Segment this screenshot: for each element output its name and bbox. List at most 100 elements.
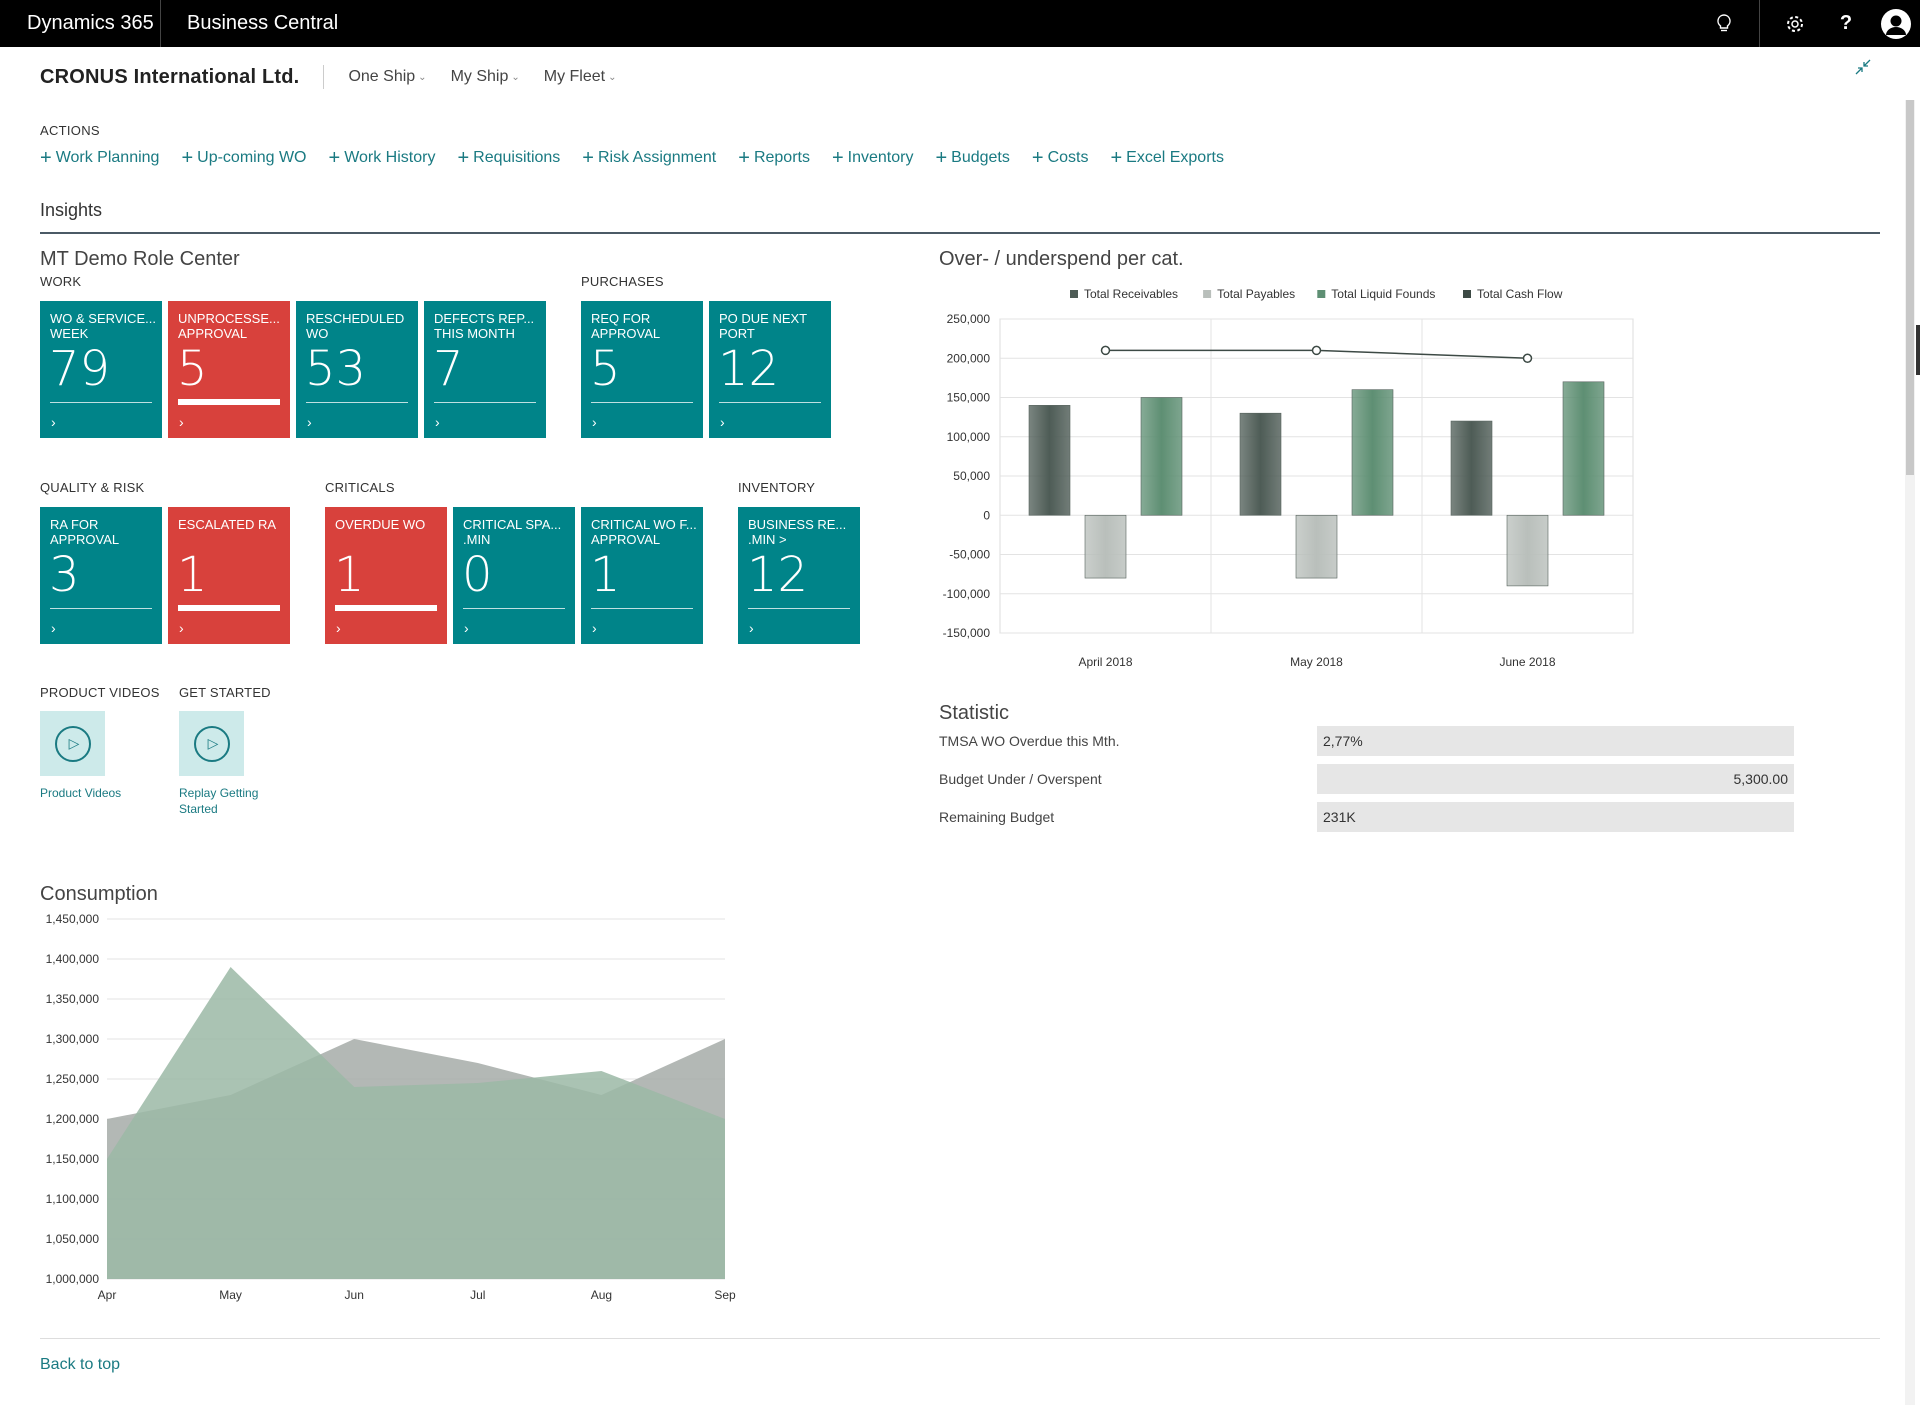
scrollbar-thumb[interactable] bbox=[1906, 100, 1914, 475]
tile-divider bbox=[591, 402, 693, 403]
tile-title: CRITICAL SPA... .MIN bbox=[463, 517, 562, 547]
scrollbar[interactable] bbox=[1905, 100, 1915, 1405]
action-risk-assignment[interactable]: + Risk Assignment bbox=[582, 148, 716, 168]
nav-my-ship[interactable]: My Ship ⌄ bbox=[451, 68, 520, 86]
chevron-down-icon: ⌄ bbox=[608, 71, 617, 83]
tile-alert-bar bbox=[178, 399, 280, 405]
back-to-top-link[interactable]: Back to top bbox=[40, 1356, 121, 1373]
tile-critical-spares-min[interactable]: CRITICAL SPA... .MIN 0 › bbox=[453, 507, 575, 644]
tile-overdue-wo[interactable]: OVERDUE WO 1 › bbox=[325, 507, 447, 644]
tile-rescheduled-wo[interactable]: RESCHEDULED WO 53 › bbox=[296, 301, 418, 438]
bar bbox=[1506, 514, 1549, 587]
action-budgets[interactable]: + Budgets bbox=[935, 148, 1009, 168]
action-reports[interactable]: + Reports bbox=[738, 148, 810, 168]
app-name[interactable]: Business Central bbox=[187, 12, 339, 34]
tile-value: 5 bbox=[177, 341, 208, 397]
actions-bar: + Work Planning + Up-coming WO + Work Histo… bbox=[40, 148, 1246, 168]
tile-title: UNPROCESSE... APPROVAL bbox=[178, 311, 280, 341]
help-icon[interactable]: ? bbox=[1839, 12, 1853, 34]
y-tick-label: -100,000 bbox=[943, 587, 991, 601]
y-tick-label: 50,000 bbox=[953, 469, 990, 483]
scroll-position-marker bbox=[1916, 325, 1920, 375]
tile-divider bbox=[748, 608, 850, 609]
stat-label: TMSA WO Overdue this Mth. bbox=[939, 733, 1120, 749]
action-label: Budgets bbox=[951, 149, 1010, 166]
chevron-right-icon: › bbox=[592, 620, 597, 636]
stat-value[interactable]: 231K bbox=[1317, 802, 1794, 832]
stat-value[interactable]: 2,77% bbox=[1317, 726, 1794, 756]
gear-icon[interactable] bbox=[1775, 0, 1815, 47]
legend-swatch bbox=[1070, 290, 1078, 298]
action-costs[interactable]: + Costs bbox=[1032, 148, 1089, 168]
group-label-get-started: GET STARTED bbox=[179, 685, 271, 700]
product-videos-button[interactable]: ▷ bbox=[40, 711, 105, 776]
lightbulb-icon[interactable] bbox=[1704, 0, 1744, 47]
avatar[interactable] bbox=[1876, 0, 1916, 47]
chevron-right-icon: › bbox=[592, 414, 597, 430]
y-tick-label: 200,000 bbox=[947, 351, 991, 365]
y-tick-label: 150,000 bbox=[947, 391, 991, 405]
action-label: Excel Exports bbox=[1126, 149, 1224, 166]
chevron-right-icon: › bbox=[307, 414, 312, 430]
legend-label: Total Cash Flow bbox=[1477, 287, 1563, 301]
tile-escalated-ra[interactable]: ESCALATED RA 1 › bbox=[168, 507, 290, 644]
tile-business-rel-min[interactable]: BUSINESS RE... .MIN > 12 › bbox=[738, 507, 860, 644]
tile-req-for-approval[interactable]: REQ FOR APPROVAL 5 › bbox=[581, 301, 703, 438]
insights-heading[interactable]: Insights bbox=[40, 200, 103, 220]
nav-my-fleet[interactable]: My Fleet ⌄ bbox=[544, 68, 617, 86]
y-tick-label: 1,000,000 bbox=[46, 1272, 100, 1286]
tile-value: 12 bbox=[718, 341, 780, 397]
nav-one-ship[interactable]: One Ship ⌄ bbox=[348, 68, 426, 86]
area-series bbox=[107, 967, 725, 1279]
tile-value: 3 bbox=[49, 547, 80, 603]
topbar-divider bbox=[160, 0, 161, 47]
y-tick-label: 1,400,000 bbox=[46, 952, 100, 966]
action-work-history[interactable]: + Work History bbox=[329, 148, 436, 168]
replay-getting-started-link[interactable]: Replay Getting Started bbox=[179, 786, 259, 816]
chevron-down-icon: ⌄ bbox=[511, 71, 520, 83]
tile-value: 79 bbox=[49, 341, 111, 397]
tile-critical-wo-approval[interactable]: CRITICAL WO F... APPROVAL 1 › bbox=[581, 507, 703, 644]
x-tick-label: Aug bbox=[591, 1288, 612, 1302]
y-tick-label: 100,000 bbox=[947, 430, 991, 444]
spend-chart-title: Over- / underspend per cat. bbox=[939, 248, 1184, 270]
brand-name[interactable]: Dynamics 365 bbox=[27, 12, 154, 34]
stat-label: Remaining Budget bbox=[939, 809, 1055, 825]
legend-label: Total Receivables bbox=[1084, 287, 1178, 301]
product-videos-link[interactable]: Product Videos bbox=[40, 786, 122, 800]
tile-po-due-next-port[interactable]: PO DUE NEXT PORT 12 › bbox=[709, 301, 831, 438]
y-tick-label: 250,000 bbox=[947, 312, 991, 326]
tile-title: PO DUE NEXT PORT bbox=[719, 311, 808, 341]
consumption-chart[interactable]: 1,450,000 1,400,000 1,350,000 1,300,000 1,25… bbox=[30, 908, 750, 1306]
action-excel-exports[interactable]: + Excel Exports bbox=[1110, 148, 1224, 168]
insights-divider bbox=[40, 232, 1880, 234]
tile-divider bbox=[463, 608, 565, 609]
tile-value: 1 bbox=[334, 547, 365, 603]
chevron-right-icon: › bbox=[749, 620, 754, 636]
get-started-button[interactable]: ▷ bbox=[179, 711, 244, 776]
stat-row-remaining-budget: Remaining Budget 231K bbox=[939, 802, 1794, 832]
tile-ra-for-approval[interactable]: RA FOR APPROVAL 3 › bbox=[40, 507, 162, 644]
company-header: CRONUS International Ltd. One Ship ⌄ My S… bbox=[40, 64, 640, 90]
tile-divider bbox=[434, 402, 536, 403]
action-label: Reports bbox=[753, 149, 810, 166]
bar bbox=[1084, 514, 1127, 579]
plus-icon: + bbox=[1110, 147, 1123, 169]
action-requisitions[interactable]: + Requisitions bbox=[457, 148, 560, 168]
tile-unprocessed-approval[interactable]: UNPROCESSE... APPROVAL 5 › bbox=[168, 301, 290, 438]
collapse-icon[interactable] bbox=[1854, 58, 1872, 81]
action-inventory[interactable]: + Inventory bbox=[832, 148, 914, 168]
action-up-coming-wo[interactable]: + Up-coming WO bbox=[181, 148, 306, 168]
chevron-right-icon: › bbox=[336, 620, 341, 636]
y-tick-label: 1,050,000 bbox=[46, 1232, 100, 1246]
tile-alert-bar bbox=[335, 605, 437, 611]
action-label: Work History bbox=[344, 149, 436, 166]
line-point bbox=[1522, 353, 1533, 363]
company-name[interactable]: CRONUS International Ltd. bbox=[40, 65, 300, 88]
tile-wo-service-week[interactable]: WO & SERVICE... WEEK 79 › bbox=[40, 301, 162, 438]
action-work-planning[interactable]: + Work Planning bbox=[40, 148, 159, 168]
spend-chart[interactable]: 250,000 200,000 150,000 100,000 50,000 0 -50,0… bbox=[930, 280, 1650, 680]
stat-value[interactable]: 5,300.00 bbox=[1317, 764, 1794, 794]
tile-value: 5 bbox=[590, 341, 621, 397]
tile-defects-this-month[interactable]: DEFECTS REP... THIS MONTH 7 › bbox=[424, 301, 546, 438]
